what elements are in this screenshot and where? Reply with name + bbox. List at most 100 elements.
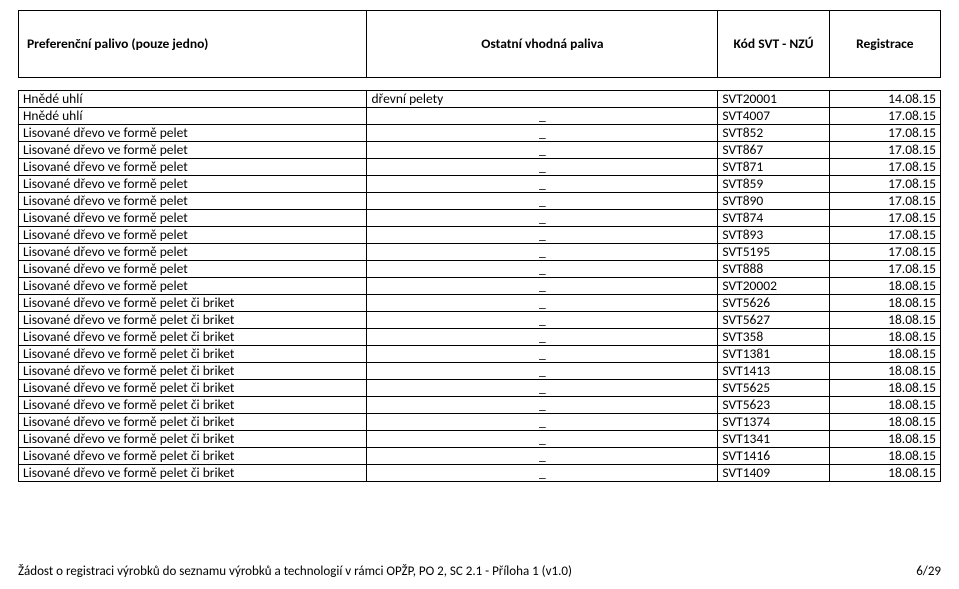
cell-svt-code: SVT5195	[718, 244, 829, 261]
cell-svt-code: SVT874	[718, 210, 829, 227]
cell-svt-code: SVT1374	[718, 414, 829, 431]
cell-other-fuels: _	[367, 227, 718, 244]
cell-fuel: Hnědé uhlí	[19, 91, 367, 108]
cell-fuel: Lisované dřevo ve formě pelet či briket	[19, 465, 367, 482]
cell-svt-code: SVT1413	[718, 363, 829, 380]
cell-other-fuels: _	[367, 448, 718, 465]
cell-registration-date: 18.08.15	[829, 312, 940, 329]
cell-fuel: Lisované dřevo ve formě pelet či briket	[19, 414, 367, 431]
cell-registration-date: 18.08.15	[829, 397, 940, 414]
cell-other-fuels: _	[367, 329, 718, 346]
cell-registration-date: 18.08.15	[829, 278, 940, 295]
cell-other-fuels: _	[367, 278, 718, 295]
table-row: Lisované dřevo ve formě pelet či briket_…	[19, 448, 941, 465]
cell-svt-code: SVT1381	[718, 346, 829, 363]
table-row: Hnědé uhlí_SVT400717.08.15	[19, 108, 941, 125]
col-header-other-fuels: Ostatní vhodná paliva	[367, 11, 718, 78]
table-row: Lisované dřevo ve formě pelet či briket_…	[19, 465, 941, 482]
cell-other-fuels: _	[367, 295, 718, 312]
cell-svt-code: SVT358	[718, 329, 829, 346]
table-row: Lisované dřevo ve formě pelet či briket_…	[19, 380, 941, 397]
cell-registration-date: 18.08.15	[829, 380, 940, 397]
cell-fuel: Lisované dřevo ve formě pelet či briket	[19, 295, 367, 312]
cell-svt-code: SVT1341	[718, 431, 829, 448]
cell-registration-date: 17.08.15	[829, 159, 940, 176]
cell-registration-date: 17.08.15	[829, 108, 940, 125]
cell-registration-date: 18.08.15	[829, 431, 940, 448]
cell-registration-date: 18.08.15	[829, 295, 940, 312]
cell-other-fuels: _	[367, 176, 718, 193]
cell-other-fuels: _	[367, 261, 718, 278]
registry-table-body: Hnědé uhlídřevní peletySVT2000114.08.15H…	[18, 90, 941, 482]
table-row: Lisované dřevo ve formě pelet či briket_…	[19, 295, 941, 312]
cell-svt-code: SVT5625	[718, 380, 829, 397]
cell-fuel: Lisované dřevo ve formě pelet	[19, 142, 367, 159]
page-footer: Žádost o registraci výrobků do seznamu v…	[18, 564, 941, 579]
cell-fuel: Lisované dřevo ve formě pelet či briket	[19, 363, 367, 380]
cell-registration-date: 14.08.15	[829, 91, 940, 108]
table-row: Lisované dřevo ve formě pelet_SVT87417.0…	[19, 210, 941, 227]
cell-fuel: Lisované dřevo ve formě pelet	[19, 193, 367, 210]
cell-other-fuels: _	[367, 363, 718, 380]
page-number: 6/29	[916, 564, 941, 579]
cell-registration-date: 17.08.15	[829, 125, 940, 142]
cell-other-fuels: dřevní pelety	[367, 91, 718, 108]
cell-svt-code: SVT1416	[718, 448, 829, 465]
cell-registration-date: 17.08.15	[829, 261, 940, 278]
cell-registration-date: 17.08.15	[829, 176, 940, 193]
cell-fuel: Lisované dřevo ve formě pelet	[19, 176, 367, 193]
cell-fuel: Lisované dřevo ve formě pelet či briket	[19, 397, 367, 414]
table-row: Lisované dřevo ve formě pelet či briket_…	[19, 431, 941, 448]
cell-svt-code: SVT20001	[718, 91, 829, 108]
cell-other-fuels: _	[367, 142, 718, 159]
cell-other-fuels: _	[367, 108, 718, 125]
table-header-row: Preferenční palivo (pouze jedno) Ostatní…	[19, 11, 941, 78]
cell-svt-code: SVT867	[718, 142, 829, 159]
cell-registration-date: 17.08.15	[829, 193, 940, 210]
cell-fuel: Lisované dřevo ve formě pelet či briket	[19, 380, 367, 397]
table-row: Lisované dřevo ve formě pelet_SVT88817.0…	[19, 261, 941, 278]
cell-fuel: Lisované dřevo ve formě pelet či briket	[19, 448, 367, 465]
cell-fuel: Lisované dřevo ve formě pelet	[19, 159, 367, 176]
cell-svt-code: SVT20002	[718, 278, 829, 295]
table-row: Lisované dřevo ve formě pelet_SVT89317.0…	[19, 227, 941, 244]
cell-fuel: Lisované dřevo ve formě pelet	[19, 278, 367, 295]
cell-other-fuels: _	[367, 312, 718, 329]
footer-text: Žádost o registraci výrobků do seznamu v…	[18, 564, 572, 579]
cell-other-fuels: _	[367, 159, 718, 176]
cell-svt-code: SVT893	[718, 227, 829, 244]
table-row: Lisované dřevo ve formě pelet_SVT87117.0…	[19, 159, 941, 176]
cell-fuel: Lisované dřevo ve formě pelet či briket	[19, 312, 367, 329]
cell-svt-code: SVT890	[718, 193, 829, 210]
table-row: Lisované dřevo ve formě pelet_SVT89017.0…	[19, 193, 941, 210]
table-row: Lisované dřevo ve formě pelet_SVT519517.…	[19, 244, 941, 261]
col-header-svt-code: Kód SVT - NZÚ	[718, 11, 829, 78]
cell-fuel: Lisované dřevo ve formě pelet	[19, 261, 367, 278]
cell-fuel: Lisované dřevo ve formě pelet	[19, 244, 367, 261]
col-header-fuel: Preferenční palivo (pouze jedno)	[19, 11, 367, 78]
table-row: Lisované dřevo ve formě pelet_SVT86717.0…	[19, 142, 941, 159]
table-row: Lisované dřevo ve formě pelet či briket_…	[19, 312, 941, 329]
table-row: Lisované dřevo ve formě pelet či briket_…	[19, 346, 941, 363]
cell-other-fuels: _	[367, 210, 718, 227]
cell-fuel: Hnědé uhlí	[19, 108, 367, 125]
table-row: Lisované dřevo ve formě pelet_SVT85917.0…	[19, 176, 941, 193]
cell-other-fuels: _	[367, 431, 718, 448]
cell-svt-code: SVT5626	[718, 295, 829, 312]
cell-registration-date: 18.08.15	[829, 329, 940, 346]
cell-registration-date: 18.08.15	[829, 414, 940, 431]
cell-registration-date: 18.08.15	[829, 346, 940, 363]
table-row: Lisované dřevo ve formě pelet_SVT85217.0…	[19, 125, 941, 142]
table-row: Lisované dřevo ve formě pelet či briket_…	[19, 397, 941, 414]
cell-svt-code: SVT888	[718, 261, 829, 278]
cell-other-fuels: _	[367, 244, 718, 261]
cell-other-fuels: _	[367, 125, 718, 142]
cell-fuel: Lisované dřevo ve formě pelet či briket	[19, 346, 367, 363]
cell-other-fuels: _	[367, 397, 718, 414]
cell-svt-code: SVT859	[718, 176, 829, 193]
cell-registration-date: 18.08.15	[829, 363, 940, 380]
cell-other-fuels: _	[367, 193, 718, 210]
col-header-registration: Registrace	[829, 11, 940, 78]
registry-table: Preferenční palivo (pouze jedno) Ostatní…	[18, 10, 941, 78]
cell-other-fuels: _	[367, 346, 718, 363]
